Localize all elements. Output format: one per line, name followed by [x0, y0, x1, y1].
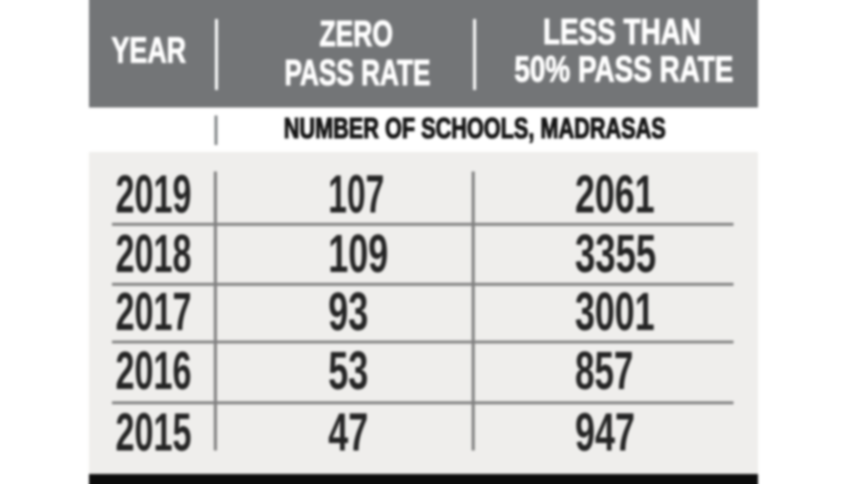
svg-text:109: 109 — [328, 224, 388, 284]
svg-text:ZERO: ZERO — [320, 13, 393, 54]
svg-text:2015: 2015 — [116, 403, 192, 463]
svg-text:107: 107 — [328, 165, 384, 225]
svg-text:3001: 3001 — [575, 282, 655, 342]
svg-text:2061: 2061 — [575, 165, 655, 225]
svg-text:LESS THAN: LESS THAN — [543, 11, 701, 52]
svg-text:857: 857 — [575, 341, 633, 401]
svg-text:2018: 2018 — [116, 224, 192, 284]
svg-text:53: 53 — [328, 341, 368, 401]
svg-text:93: 93 — [328, 282, 368, 342]
svg-text:2017: 2017 — [116, 282, 192, 342]
svg-text:50% PASS RATE: 50% PASS RATE — [514, 49, 733, 90]
svg-text:2016: 2016 — [116, 341, 192, 401]
svg-text:3355: 3355 — [575, 224, 656, 284]
svg-text:PASS RATE: PASS RATE — [285, 52, 431, 93]
svg-text:2019: 2019 — [116, 165, 192, 225]
svg-text:YEAR: YEAR — [112, 30, 187, 71]
svg-text:947: 947 — [575, 403, 635, 463]
svg-text:47: 47 — [328, 403, 368, 463]
svg-text:NUMBER OF SCHOOLS, MADRASAS: NUMBER OF SCHOOLS, MADRASAS — [284, 113, 666, 145]
